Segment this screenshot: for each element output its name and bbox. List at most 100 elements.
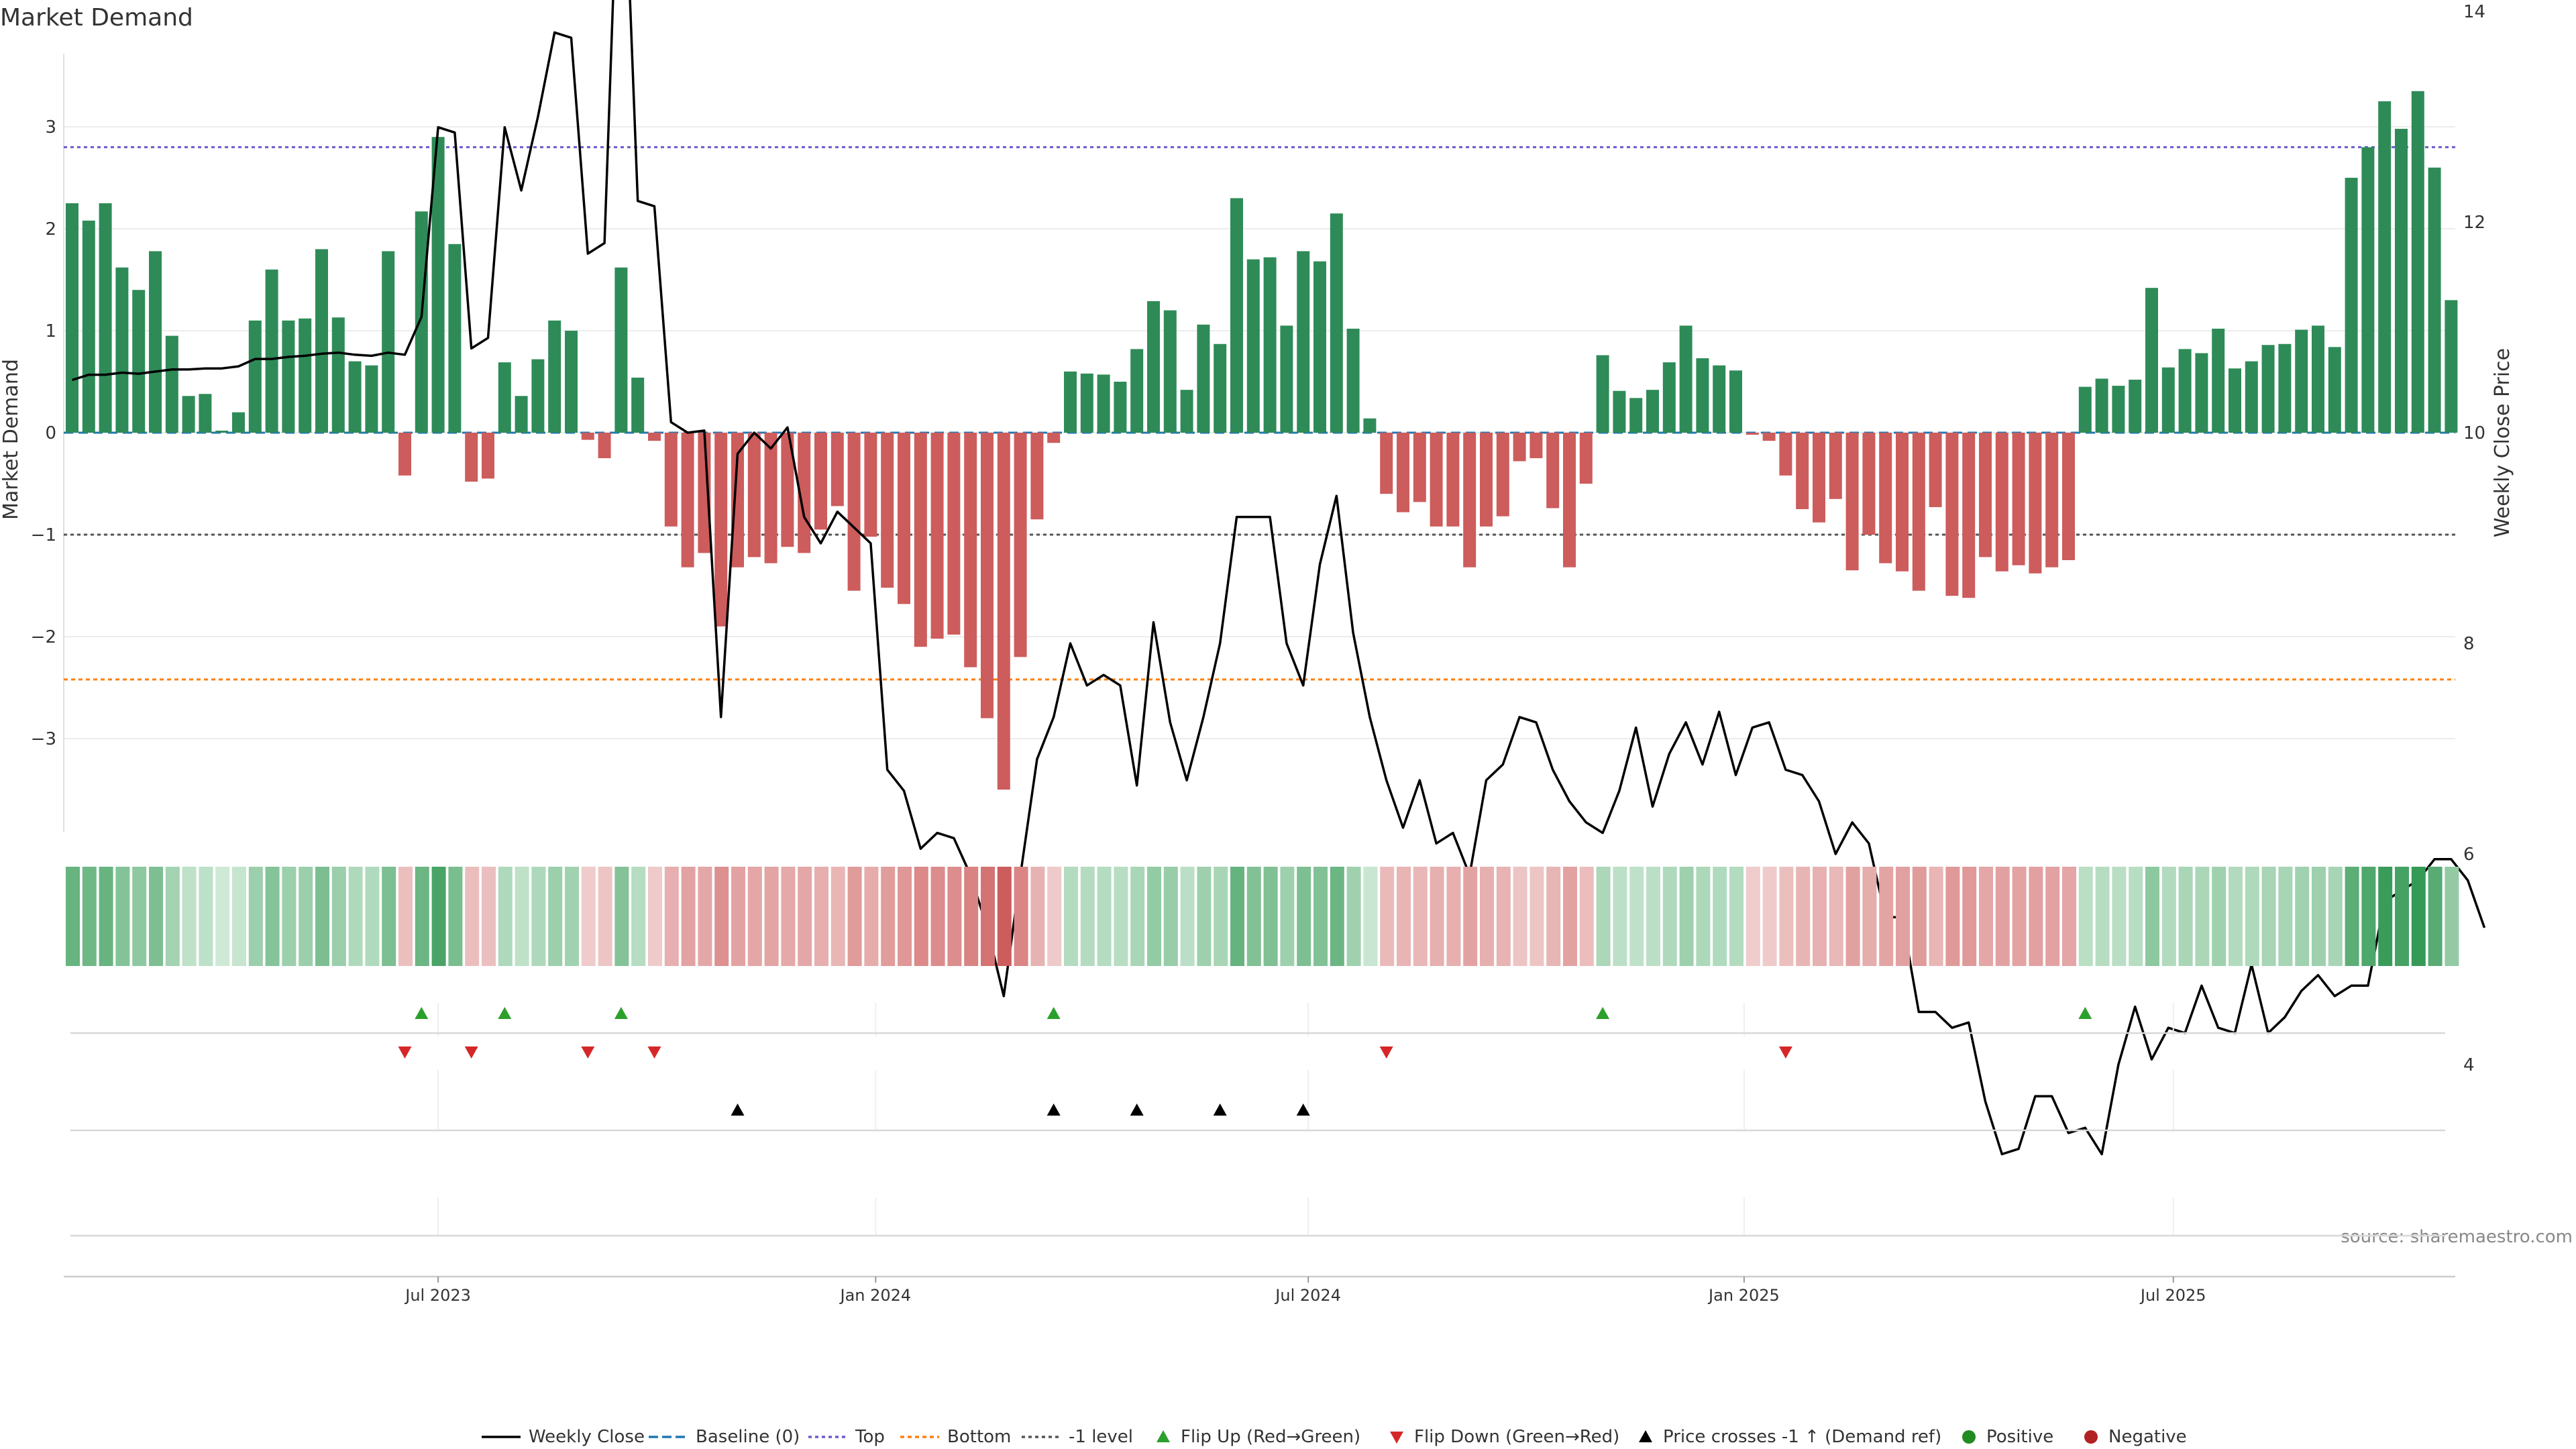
demand-bar (331, 317, 345, 433)
heat-cell (781, 867, 796, 966)
heat-cell (1346, 867, 1361, 966)
heat-cell (1762, 867, 1777, 966)
heat-cell (698, 867, 712, 966)
heat-cell (614, 867, 629, 966)
demand-bar (2261, 345, 2275, 433)
event-marker-panels (70, 1003, 2445, 1237)
flip-down-marker (464, 1046, 478, 1059)
heat-cell (1779, 867, 1794, 966)
demand-bar (814, 433, 827, 530)
heat-cell (2261, 867, 2276, 966)
demand-bar (199, 394, 212, 433)
demand-bar (1180, 390, 1193, 433)
heat-cell (2361, 867, 2376, 966)
heat-cell (881, 867, 896, 966)
heat-cell (182, 867, 197, 966)
heat-cell (1246, 867, 1261, 966)
y-tick-label-right: 4 (2463, 1055, 2475, 1075)
demand-bar (598, 433, 611, 458)
demand-bar (981, 433, 994, 718)
heat-cell (1529, 867, 1544, 966)
heat-cell (2078, 867, 2093, 966)
demand-bar (1829, 433, 1842, 499)
demand-bar (764, 433, 777, 564)
left-axis-ticks: −3 −2 −1 0 1 2 3 (31, 117, 56, 749)
heat-cell (165, 867, 180, 966)
heat-cell (2161, 867, 2176, 966)
demand-bar (448, 244, 462, 433)
heat-cell (149, 867, 163, 966)
heat-cell (2012, 867, 2027, 966)
demand-bar (498, 362, 511, 433)
demand-bar (714, 433, 728, 627)
heat-cell (2112, 867, 2127, 966)
y-tick-label: 1 (45, 321, 56, 341)
legend: Weekly Close Baseline (0) Top Bottom -1 leve… (482, 1427, 2187, 1447)
price-cross-marker (731, 1104, 745, 1116)
legend-swatch (1962, 1430, 1976, 1444)
demand-bar (2395, 129, 2408, 433)
demand-bar (365, 365, 378, 433)
demand-bar (947, 433, 961, 635)
demand-bar (2112, 386, 2125, 433)
y-tick-label-right: 14 (2463, 2, 2485, 22)
demand-bar (115, 267, 129, 433)
heat-cell (1713, 867, 1727, 966)
price-cross-marker (1130, 1104, 1144, 1116)
demand-bar (1746, 433, 1759, 435)
demand-bar (1197, 324, 1210, 433)
demand-bar (1713, 365, 1726, 433)
heat-cell (1729, 867, 1743, 966)
demand-bar (2295, 329, 2308, 433)
legend-swatch (2084, 1430, 2098, 1444)
heat-cell (847, 867, 862, 966)
heat-cell (331, 867, 346, 966)
y-tick-label-right: 6 (2463, 845, 2475, 865)
heat-cell (115, 867, 130, 966)
heat-cell (1446, 867, 1461, 966)
legend-label: Positive (1986, 1427, 2053, 1447)
heat-cell (798, 867, 812, 966)
demand-bar (2428, 167, 2441, 433)
heat-cell (1896, 867, 1910, 966)
heat-cell (1147, 867, 1161, 966)
heat-cell (265, 867, 280, 966)
x-tick-label: Jan 2025 (1707, 1286, 1780, 1305)
demand-bar (681, 433, 694, 568)
heat-cell (1979, 867, 1993, 966)
heat-cell (681, 867, 696, 966)
demand-bar (1463, 433, 1477, 568)
demand-bar (2229, 368, 2241, 433)
demand-bar (2045, 433, 2059, 568)
flip-up-marker (498, 1007, 512, 1019)
heat-cell (2328, 867, 2343, 966)
demand-bars (66, 91, 2458, 790)
heat-cell (947, 867, 962, 966)
heat-cell (1662, 867, 1677, 966)
demand-bar (664, 433, 678, 527)
heat-cell (1845, 867, 1860, 966)
heat-cell (598, 867, 612, 966)
heat-cell (465, 867, 480, 966)
heat-cell (431, 867, 446, 966)
heat-cell (548, 867, 563, 966)
heat-cell (282, 867, 297, 966)
demand-bar (248, 320, 262, 433)
demand-bar (2345, 178, 2358, 433)
heat-cell (1563, 867, 1577, 966)
demand-bar (315, 249, 328, 433)
demand-bar (964, 433, 977, 667)
demand-bar (881, 433, 894, 588)
heat-cell (664, 867, 679, 966)
heat-cell (2278, 867, 2293, 966)
heat-cell (964, 867, 979, 966)
demand-bar (1513, 433, 1526, 462)
heat-cell (315, 867, 329, 966)
demand-bar (382, 251, 395, 433)
demand-bar (1762, 433, 1776, 441)
heat-cell (82, 867, 97, 966)
heat-cell (1363, 867, 1378, 966)
demand-bar (348, 361, 362, 433)
heat-cell (1746, 867, 1760, 966)
flip-up-marker (1596, 1007, 1610, 1019)
